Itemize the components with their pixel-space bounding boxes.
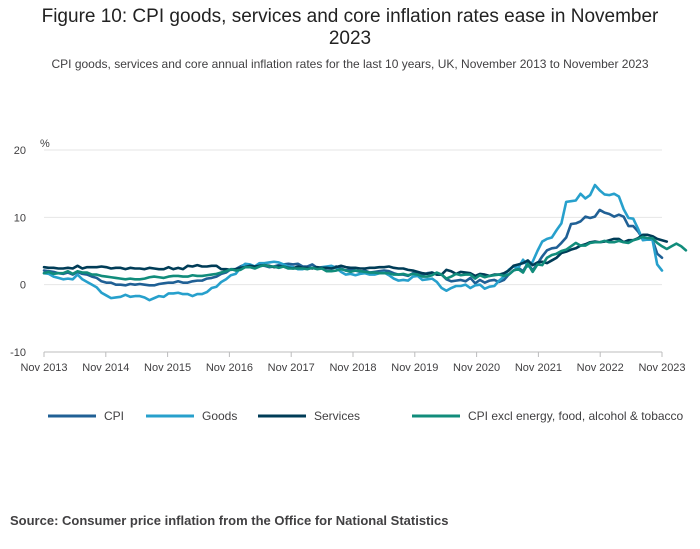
chart-title: Figure 10: CPI goods, services and core …: [41, 6, 659, 49]
x-tick-label: Nov 2022: [577, 362, 624, 374]
x-tick-label: Nov 2019: [391, 362, 438, 374]
chart-subtitle: CPI goods, services and core annual infl…: [51, 57, 649, 71]
x-tick-label: Nov 2023: [638, 362, 685, 374]
legend-label: CPI: [104, 409, 124, 423]
series-line-3: [42, 233, 669, 278]
legend: CPI Goods Services CPI excl energy, food, a…: [48, 409, 684, 423]
series-line-2: [42, 183, 664, 302]
x-tick-label: Nov 2020: [453, 362, 500, 374]
x-tick-label: Nov 2021: [515, 362, 562, 374]
line-chart: -10 0 10 20% Nov 2013 Nov 2014 Nov 2015 Nov 201…: [10, 138, 688, 423]
axes: -10 0 10 20% Nov 2013 Nov 2014 Nov 2015 Nov 201…: [10, 138, 685, 374]
y-tick-label: 20: [14, 145, 26, 157]
y-tick-label: 10: [14, 212, 26, 224]
y-tick-label: -10: [10, 347, 26, 359]
legend-label: Goods: [202, 409, 237, 423]
x-tick-label: Nov 2014: [82, 362, 129, 374]
x-tick-label: Nov 2016: [206, 362, 253, 374]
x-tick-label: Nov 2017: [268, 362, 315, 374]
y-tick-label: 0: [20, 280, 26, 292]
legend-label: Services: [314, 409, 360, 423]
x-tick-label: Nov 2018: [329, 362, 376, 374]
x-tick-label: Nov 2013: [20, 362, 67, 374]
gridlines: [44, 149, 662, 286]
x-tick-label: Nov 2015: [144, 362, 191, 374]
source-note: Source: Consumer price inflation from th…: [10, 513, 449, 528]
y-axis-label: %: [40, 138, 50, 150]
series-line-4: [42, 235, 688, 281]
series-lines: [42, 183, 688, 302]
legend-label: CPI excl energy, food, alcohol & tobacco: [468, 409, 684, 423]
